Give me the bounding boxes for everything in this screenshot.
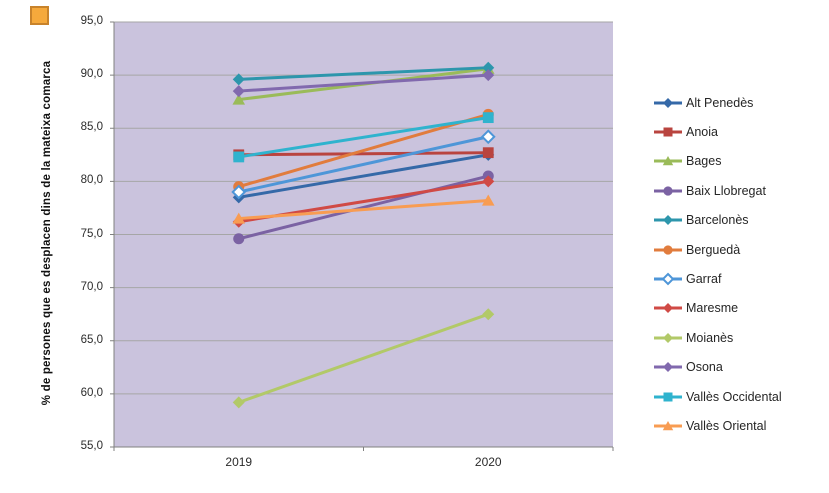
- series-marker-square: [663, 127, 673, 137]
- series-marker-diamond: [482, 175, 495, 188]
- legend-marker-icon: [654, 215, 682, 226]
- legend-label: Berguedà: [686, 242, 741, 257]
- series-moian-s: [232, 308, 495, 409]
- series-marker-triangle: [232, 93, 246, 105]
- legend-item-garraf: Garraf: [653, 264, 782, 293]
- series-marker-diamond: [232, 73, 245, 86]
- series-marker-diamond: [232, 396, 245, 409]
- series-line: [238, 312, 489, 404]
- legend-item-maresme: Maresme: [653, 294, 782, 323]
- series-marker-circle: [233, 233, 245, 245]
- x-tick-label: 2020: [474, 455, 502, 469]
- legend-item-moian-s: Moianès: [653, 323, 782, 352]
- legend-label: Garraf: [686, 272, 722, 287]
- series-marker-diamond-open: [480, 129, 496, 145]
- y-tick-label: 70,0: [80, 280, 103, 293]
- series-line: [238, 153, 489, 199]
- series-line: [238, 116, 489, 159]
- series-vall-s-occidental: [233, 112, 494, 163]
- legend-item-alt-pened-s: Alt Penedès: [653, 88, 782, 117]
- legend-marker-icon: [654, 420, 682, 431]
- legend-marker-icon: [654, 156, 682, 166]
- legend-item-barcelon-s: Barcelonès: [653, 206, 782, 235]
- series-marker-diamond: [482, 308, 495, 321]
- legend-item-vall-s-oriental: Vallès Oriental: [653, 411, 782, 440]
- series-marker-diamond: [663, 215, 673, 226]
- y-tick-label: 65,0: [80, 333, 103, 346]
- series-marker-square: [663, 392, 673, 402]
- series-marker-triangle: [662, 420, 674, 431]
- series-barcelon-s: [232, 61, 495, 86]
- y-tick-label: 75,0: [80, 227, 103, 240]
- series-line: [238, 73, 489, 93]
- series-line: [238, 135, 489, 194]
- y-tick-label: 60,0: [80, 386, 103, 399]
- y-tick-label: 90,0: [80, 68, 103, 81]
- legend-item-anoia: Anoia: [653, 117, 782, 146]
- legend-marker-icon: [654, 392, 682, 402]
- series-marker-triangle: [662, 156, 674, 166]
- legend-label: Moianès: [686, 330, 734, 345]
- series-marker-diamond: [232, 85, 245, 98]
- legend-label: Osona: [686, 360, 723, 375]
- legend-marker-icon: [654, 97, 682, 108]
- series-marker-diamond: [663, 332, 673, 343]
- legend-label: Alt Penedès: [686, 95, 754, 110]
- legend-item-vall-s-occidental: Vallès Occidental: [653, 382, 782, 411]
- series-line: [238, 174, 489, 241]
- series-marker-diamond: [663, 303, 673, 314]
- legend-marker-icon: [654, 362, 682, 373]
- series-marker-circle: [663, 245, 673, 255]
- series-marker-square: [482, 147, 494, 159]
- y-axis-title: % de persones que es desplacen dins de l…: [41, 60, 53, 406]
- series-marker-diamond: [482, 69, 495, 82]
- series-marker-circle: [663, 186, 673, 196]
- legend-marker-icon: [654, 303, 682, 314]
- series-marker-square: [233, 151, 245, 163]
- series-marker-square: [482, 112, 494, 124]
- legend-marker-icon: [654, 245, 682, 255]
- series-line: [238, 199, 489, 221]
- legend-item-bergued-: Berguedà: [653, 235, 782, 264]
- legend-item-bages: Bages: [653, 147, 782, 176]
- x-tick-label: 2019: [225, 455, 253, 469]
- series-marker-diamond-open: [231, 184, 247, 200]
- legend-label: Barcelonès: [686, 213, 749, 228]
- series-marker-diamond: [663, 97, 673, 108]
- y-tick-label: 95,0: [80, 15, 103, 27]
- series-marker-triangle: [232, 212, 246, 224]
- legend: Alt Penedès Anoia Bages Baix Llobregat Barce…: [653, 88, 782, 441]
- series-marker-triangle: [481, 194, 495, 206]
- y-tick-label: 55,0: [80, 440, 103, 452]
- y-tick-label: 85,0: [80, 121, 103, 134]
- legend-item-osona: Osona: [653, 353, 782, 382]
- series-vall-s-oriental: [232, 194, 495, 224]
- legend-label: Vallès Oriental: [686, 418, 767, 433]
- legend-item-baix-llobregat: Baix Llobregat: [653, 176, 782, 205]
- series-osona: [232, 69, 495, 98]
- series-marker-diamond-open: [661, 272, 675, 286]
- corner-orange-square-icon: [30, 6, 49, 25]
- series-garraf: [231, 129, 496, 200]
- legend-label: Bages: [686, 154, 722, 169]
- legend-marker-icon: [654, 127, 682, 137]
- y-tick-label: 80,0: [80, 174, 103, 187]
- legend-label: Vallès Occidental: [686, 389, 782, 404]
- legend-marker-icon: [654, 186, 682, 196]
- series-line: [238, 112, 489, 189]
- legend-label: Anoia: [686, 125, 718, 140]
- series-marker-diamond: [482, 61, 495, 74]
- legend-marker-icon: [654, 272, 682, 286]
- series-marker-diamond: [663, 362, 673, 373]
- legend-label: Baix Llobregat: [686, 183, 766, 198]
- legend-label: Maresme: [686, 301, 739, 316]
- series-line: [238, 66, 489, 81]
- legend-marker-icon: [654, 332, 682, 343]
- series-line: [238, 151, 489, 157]
